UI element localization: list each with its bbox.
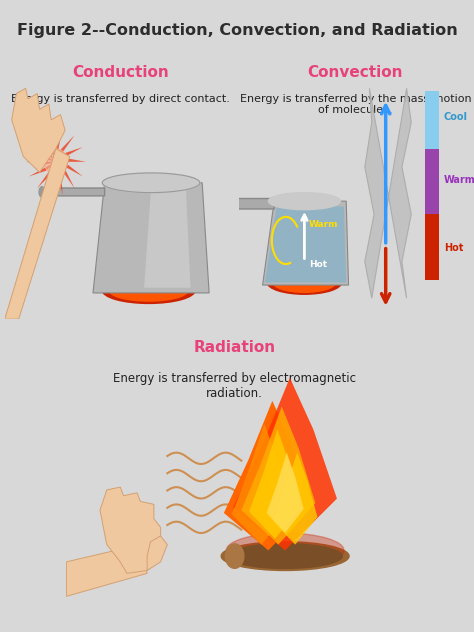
Polygon shape: [224, 401, 313, 550]
Ellipse shape: [228, 198, 233, 209]
Text: Hot: Hot: [309, 260, 327, 269]
Polygon shape: [56, 162, 63, 195]
Polygon shape: [230, 198, 274, 209]
Polygon shape: [37, 135, 56, 162]
Polygon shape: [49, 128, 56, 162]
Polygon shape: [56, 135, 75, 162]
Polygon shape: [93, 183, 209, 293]
Ellipse shape: [225, 544, 244, 568]
Polygon shape: [56, 128, 63, 162]
Ellipse shape: [228, 544, 342, 568]
Polygon shape: [56, 147, 83, 162]
Polygon shape: [147, 536, 167, 571]
Ellipse shape: [268, 193, 340, 210]
FancyBboxPatch shape: [425, 91, 439, 149]
Polygon shape: [365, 88, 411, 298]
Polygon shape: [233, 378, 337, 550]
Text: Warm: Warm: [309, 221, 338, 229]
Ellipse shape: [109, 279, 188, 301]
Polygon shape: [49, 162, 56, 195]
Ellipse shape: [102, 277, 195, 303]
Polygon shape: [28, 162, 56, 176]
Text: Energy is transferred by direct contact.: Energy is transferred by direct contact.: [11, 94, 230, 104]
Text: Radiation: Radiation: [193, 341, 276, 355]
Polygon shape: [56, 162, 75, 188]
Polygon shape: [26, 162, 56, 165]
FancyBboxPatch shape: [425, 214, 439, 280]
Polygon shape: [263, 201, 348, 285]
Polygon shape: [232, 424, 291, 545]
Polygon shape: [273, 453, 318, 545]
Polygon shape: [42, 188, 105, 196]
Polygon shape: [100, 487, 161, 573]
Polygon shape: [249, 430, 301, 539]
Polygon shape: [56, 159, 86, 162]
Text: Figure 2--Conduction, Convection, and Radiation: Figure 2--Conduction, Convection, and Ra…: [17, 23, 457, 37]
Polygon shape: [66, 545, 147, 597]
Ellipse shape: [44, 149, 67, 175]
Polygon shape: [266, 453, 304, 533]
Text: Energy is transferred by electromagnetic
radiation.: Energy is transferred by electromagnetic…: [113, 372, 356, 400]
Ellipse shape: [267, 270, 342, 295]
Text: Convection: Convection: [308, 64, 403, 80]
Ellipse shape: [221, 542, 349, 571]
Text: Energy is transferred by the mass motion
of molecules.: Energy is transferred by the mass motion…: [240, 94, 471, 115]
Polygon shape: [241, 406, 315, 545]
Polygon shape: [5, 149, 70, 319]
Polygon shape: [265, 207, 346, 283]
Polygon shape: [56, 162, 83, 176]
Polygon shape: [37, 162, 56, 188]
FancyBboxPatch shape: [425, 149, 439, 214]
Polygon shape: [144, 188, 191, 288]
Ellipse shape: [39, 186, 45, 197]
Text: Hot: Hot: [444, 243, 463, 253]
Text: Cool: Cool: [444, 112, 468, 122]
Ellipse shape: [102, 173, 200, 193]
Polygon shape: [28, 147, 56, 162]
Ellipse shape: [273, 272, 336, 292]
Text: Warm: Warm: [444, 175, 474, 185]
Polygon shape: [12, 88, 65, 173]
Text: Conduction: Conduction: [73, 64, 169, 80]
Ellipse shape: [226, 533, 344, 568]
